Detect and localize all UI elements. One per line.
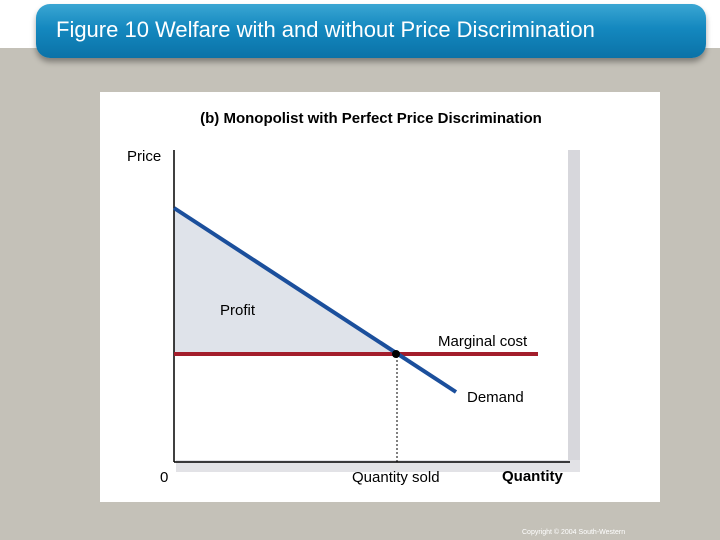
plot-shadow-strip: [568, 150, 580, 460]
copyright-notice: Copyright © 2004 South-Western: [522, 529, 626, 536]
slide-title: Figure 10 Welfare with and without Price…: [56, 17, 595, 42]
marginal-cost-label: Marginal cost: [438, 333, 528, 350]
demand-line: [172, 206, 458, 394]
plot-shadow-bottom: [176, 460, 580, 472]
x-axis-label: Quantity: [502, 468, 563, 485]
equilibrium-point: [392, 350, 400, 358]
y-axis-label: Price: [127, 148, 162, 165]
demand-label: Demand: [467, 389, 524, 406]
quantity-sold-label: Quantity sold: [352, 469, 440, 486]
origin-label: 0: [160, 469, 169, 486]
title-bar: Figure 10 Welfare with and without Price…: [36, 4, 706, 58]
panel-title: (b) Monopolist with Perfect Price Discri…: [200, 110, 542, 127]
profit-label: Profit: [220, 302, 256, 319]
